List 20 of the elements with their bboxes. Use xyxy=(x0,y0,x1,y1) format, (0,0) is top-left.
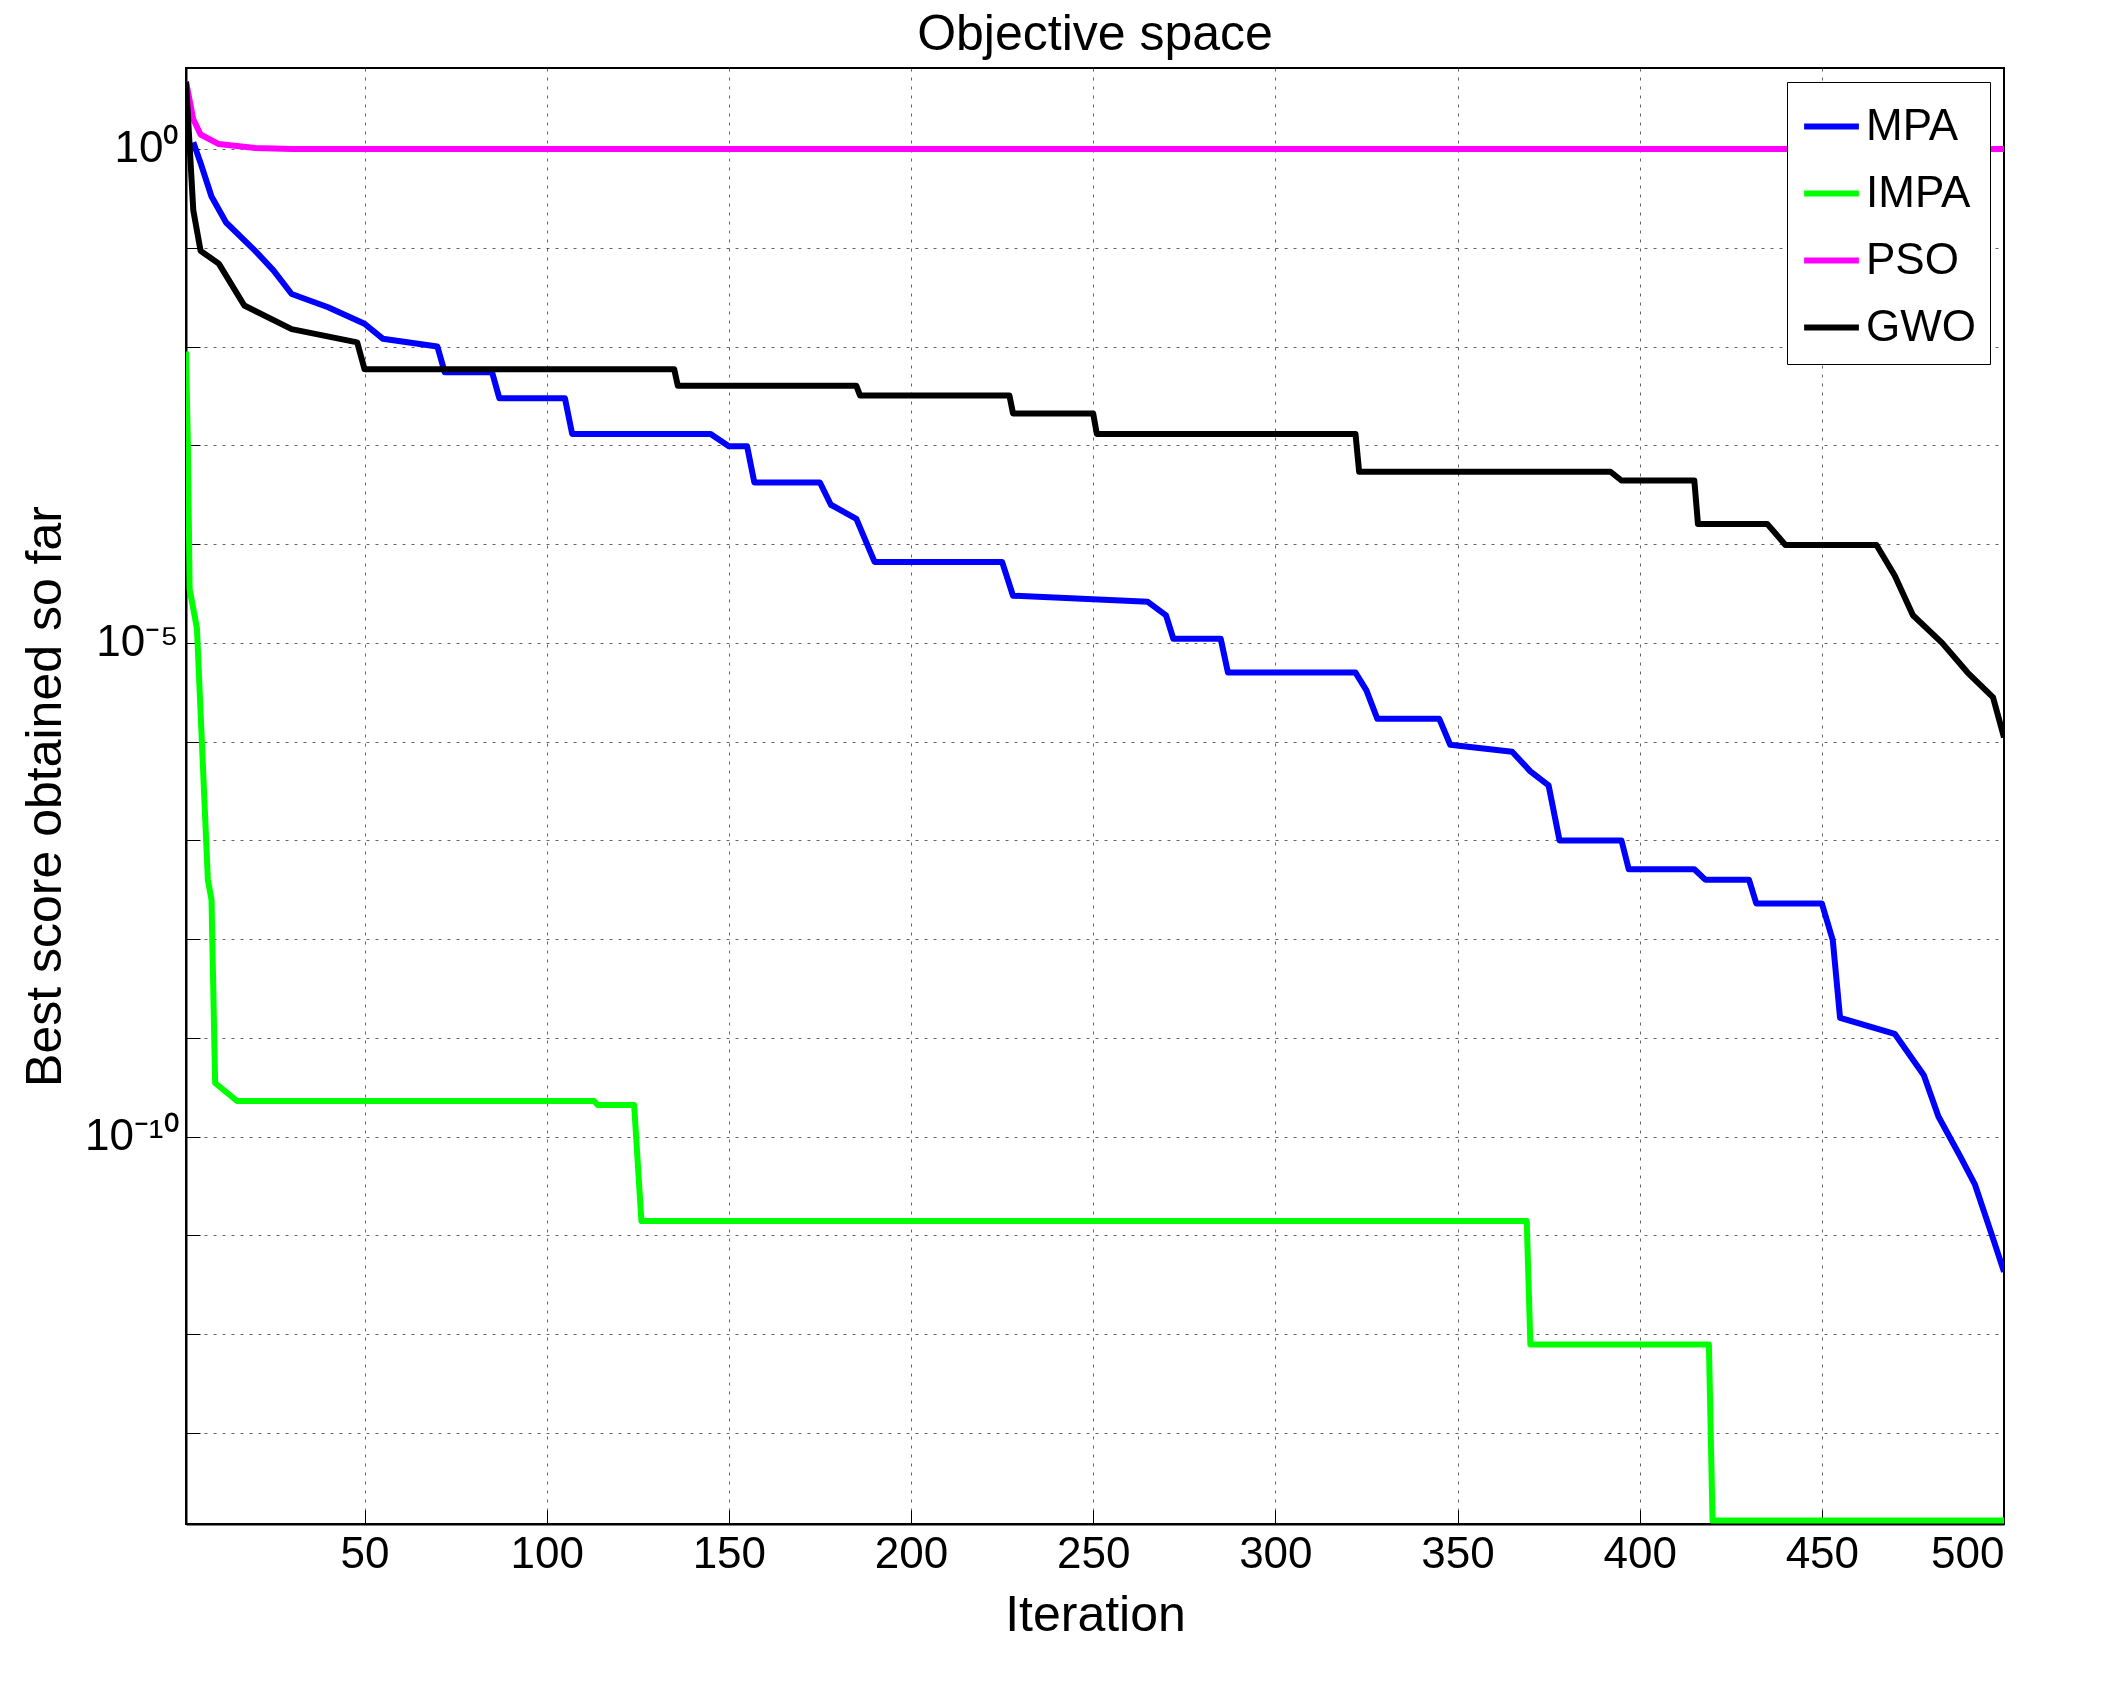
x-tick-label: 50 xyxy=(340,1527,390,1577)
x-tick-label: 250 xyxy=(1056,1527,1131,1577)
x-tick-label: 350 xyxy=(1421,1527,1495,1577)
legend-label: MPA xyxy=(1866,99,1959,149)
y-tick-label: 10⁻¹⁰ xyxy=(84,1110,179,1160)
legend-label: GWO xyxy=(1866,300,1976,350)
x-tick-label: 450 xyxy=(1785,1527,1860,1577)
legend-label: PSO xyxy=(1866,233,1959,283)
x-tick-label: 100 xyxy=(510,1527,584,1577)
x-tick-label: 300 xyxy=(1239,1527,1313,1577)
x-axis-title: Iteration xyxy=(1005,1585,1186,1642)
x-tick-label: 200 xyxy=(874,1527,949,1577)
y-tick-label: 10⁻⁵ xyxy=(96,616,179,666)
x-tick-label: 150 xyxy=(692,1527,767,1577)
legend-label: IMPA xyxy=(1866,166,1971,216)
x-tick-label: 500 xyxy=(1931,1527,2005,1577)
chart-title: Objective space xyxy=(917,5,1273,61)
y-tick-label: 10⁰ xyxy=(114,122,179,172)
x-tick-label: 400 xyxy=(1603,1527,1677,1577)
y-axis-title: Best score obtained so far xyxy=(15,506,72,1087)
